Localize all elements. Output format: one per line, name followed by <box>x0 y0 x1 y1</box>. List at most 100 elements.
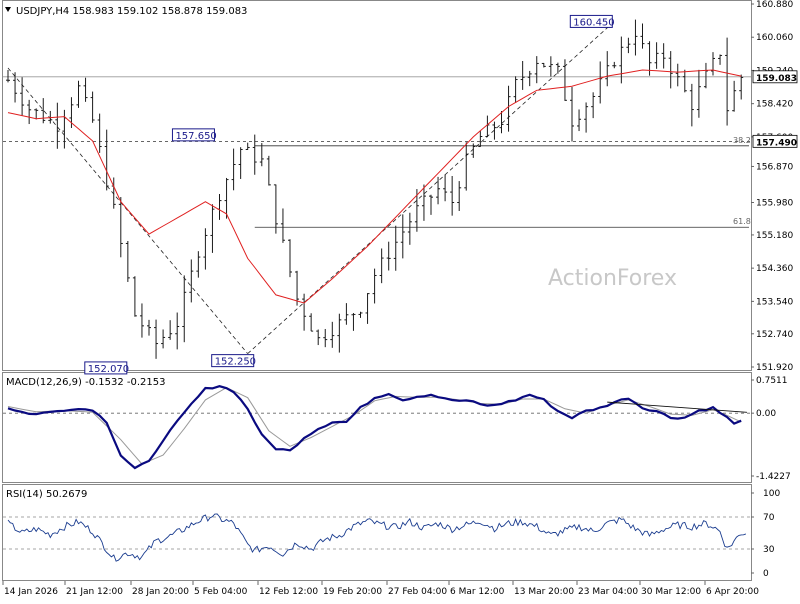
rsi-panel-frame <box>2 484 752 581</box>
ohlc-bar <box>358 311 363 318</box>
rsi-header-text: RSI(14) 50.2679 <box>6 489 87 500</box>
rsi-axis-label: 0 <box>763 569 769 579</box>
ohlc-bar <box>238 147 243 179</box>
rsi-axis-label: 100 <box>763 489 780 499</box>
price-axis-label: 160.060 <box>756 33 793 43</box>
level-price-tag-text: 157.490 <box>756 138 797 148</box>
collapse-triangle-icon[interactable] <box>5 7 11 12</box>
ohlc-bar <box>252 134 257 175</box>
ohlc-bar <box>62 109 67 149</box>
ohlc-bar <box>13 72 18 103</box>
ohlc-bar <box>661 43 666 69</box>
ohlc-bar <box>372 268 377 304</box>
ohlc-bar <box>619 36 624 84</box>
ohlc-bar <box>633 19 638 56</box>
rsi-line <box>7 513 747 562</box>
ohlc-bar <box>266 155 271 186</box>
current-price-tag-box <box>752 70 798 84</box>
ohlc-bar <box>182 275 187 343</box>
price-header-text: USDJPY,H4 158.983 159.102 158.878 159.08… <box>16 6 247 17</box>
ohlc-bar <box>365 293 370 324</box>
trend-line-down <box>7 67 249 354</box>
fib-level-label: 38.2 <box>733 136 751 145</box>
ohlc-bar <box>288 239 292 278</box>
price-axis-label: 155.980 <box>756 199 793 209</box>
rsi-axis-label: 70 <box>763 513 775 523</box>
ohlc-bar <box>605 51 610 87</box>
time-axis-label: 12 Feb 12:00 <box>259 587 318 597</box>
ohlc-bar <box>295 270 300 306</box>
moving-average-line <box>7 69 742 304</box>
price-panel-frame <box>2 0 752 371</box>
ohlc-bar <box>400 214 405 259</box>
time-axis-label: 21 Jan 12:00 <box>66 587 123 597</box>
ohlc-bar <box>718 54 723 65</box>
ohlc-bar <box>527 70 532 87</box>
macd-panel-frame <box>2 372 752 483</box>
ohlc-bar <box>379 248 384 284</box>
ohlc-bar <box>725 37 730 126</box>
ohlc-bar <box>280 208 285 243</box>
ohlc-bar <box>689 83 694 127</box>
ohlc-bar <box>464 142 469 191</box>
ohlc-bar <box>626 37 631 54</box>
ohlc-bar <box>139 303 144 338</box>
ohlc-bar <box>443 174 448 202</box>
macd-axis-label: -1.4227 <box>756 472 791 482</box>
price-axis-label: 154.360 <box>756 264 793 274</box>
ohlc-bar <box>386 241 391 271</box>
ohlc-bar <box>41 98 46 124</box>
ohlc-bar <box>125 240 130 282</box>
ohlc-bar <box>147 319 151 336</box>
ohlc-bar <box>414 189 419 232</box>
fib-level-label: 61.8 <box>733 217 751 226</box>
ohlc-bar <box>161 329 166 349</box>
ohlc-bar <box>224 177 229 219</box>
rsi-panel <box>3 513 751 562</box>
ohlc-bar <box>104 129 109 191</box>
price-annotation-text: 152.250 <box>215 357 256 368</box>
ohlc-bar <box>20 77 25 116</box>
trend-line-up <box>247 21 615 354</box>
time-axis-label: 13 Mar 20:00 <box>514 587 574 597</box>
ohlc-bar <box>83 77 88 102</box>
ohlc-bar <box>196 251 201 278</box>
ohlc-bar <box>393 225 398 271</box>
ohlc-bar <box>739 74 744 100</box>
ohlc-bar <box>351 313 356 331</box>
ohlc-bar <box>471 143 476 158</box>
macd-divergence-line <box>607 401 748 413</box>
ohlc-bar <box>570 87 574 142</box>
price-axis-label: 152.740 <box>756 330 793 340</box>
macd-line <box>7 385 742 470</box>
macd-axis-label: 0.00 <box>756 409 776 419</box>
ohlc-bar <box>168 320 173 340</box>
ohlc-bar <box>478 130 483 148</box>
price-axis-label: 156.870 <box>756 162 793 172</box>
ohlc-bar <box>323 328 328 348</box>
ohlc-bar <box>302 293 307 331</box>
ohlc-bar <box>534 56 539 84</box>
price-annotation-text: 160.450 <box>573 17 614 28</box>
ohlc-bar <box>6 69 10 83</box>
time-axis-label: 6 Mar 12:00 <box>450 587 505 597</box>
ohlc-bar <box>499 110 504 134</box>
ohlc-bar <box>231 148 236 191</box>
macd-panel <box>3 385 751 470</box>
price-axis-label: 153.540 <box>756 297 793 307</box>
time-axis-label: 6 Apr 20:00 <box>706 587 759 597</box>
ohlc-bar <box>259 143 264 167</box>
ohlc-bar <box>337 313 342 353</box>
time-axis-label: 28 Jan 20:00 <box>132 587 189 597</box>
macd-header-text: MACD(12,26,9) -0.1532 -0.2153 <box>6 377 166 388</box>
ohlc-bar <box>591 92 596 119</box>
ohlc-bar <box>217 194 222 220</box>
price-annotation: 152.250 <box>211 354 256 368</box>
ohlc-bar <box>711 52 715 76</box>
macd-signal-line <box>7 387 742 465</box>
time-axis-label: 5 Feb 04:00 <box>194 587 248 597</box>
ohlc-bar <box>309 313 314 332</box>
price-annotation-box <box>211 354 255 368</box>
ohlc-bar <box>90 91 95 123</box>
ohlc-bar <box>732 80 737 112</box>
